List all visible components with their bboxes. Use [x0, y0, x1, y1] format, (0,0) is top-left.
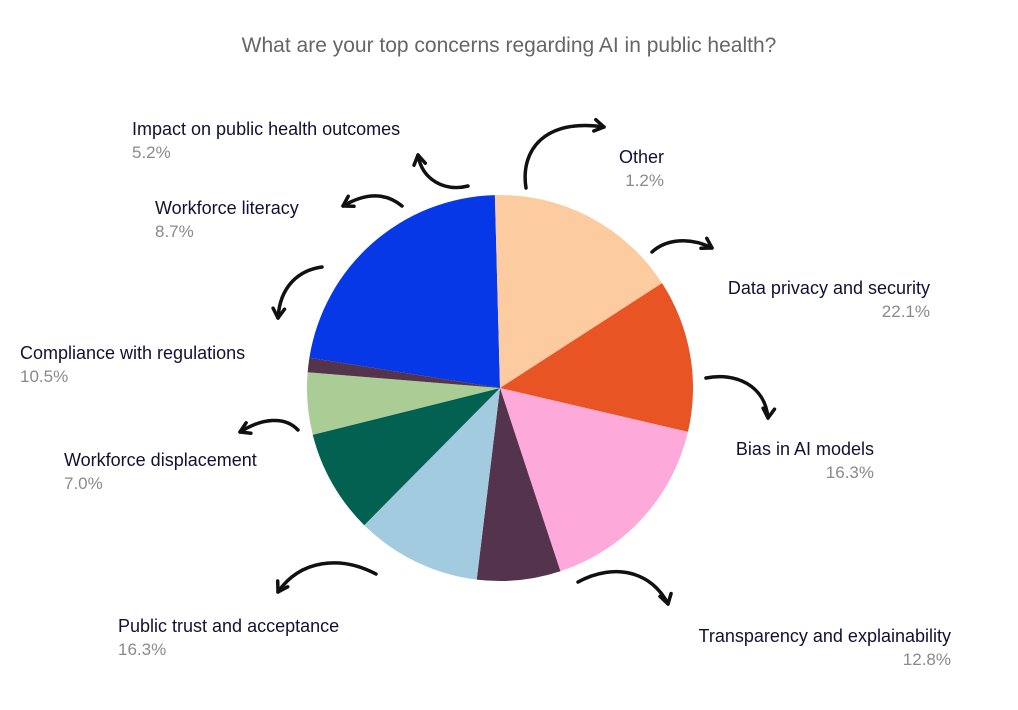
pie-slice-bias — [494, 195, 663, 388]
slice-label-name: Workforce literacy — [155, 198, 299, 218]
curved-arrow-icon — [704, 374, 770, 420]
curved-arrow-icon — [276, 561, 378, 594]
arrowhead-icon — [658, 591, 673, 606]
slice-label-name: Compliance with regulations — [20, 343, 246, 363]
slice-label-value: 5.2% — [132, 143, 171, 162]
curved-arrow-icon — [523, 123, 606, 190]
pie-slice-workforce-literacy — [312, 388, 500, 526]
slice-label-name: Public trust and acceptance — [118, 616, 340, 636]
arrowhead-icon — [412, 153, 428, 167]
slice-label-name: Bias in AI models — [735, 439, 874, 459]
slice-label-name: Other — [618, 147, 664, 167]
arrowhead-icon — [271, 306, 287, 320]
curved-arrow-icon — [416, 153, 470, 190]
slice-label-value: 1.2% — [625, 171, 664, 190]
slice-label-value: 12.8% — [902, 650, 951, 669]
slice-label-value: 16.3% — [825, 463, 874, 482]
slice-label-value: 10.5% — [20, 367, 69, 386]
arrowhead-icon — [341, 194, 356, 209]
pie-slice-compliance — [364, 388, 500, 580]
pie-slice-public-trust — [500, 388, 688, 572]
pie-slice-workforce-displacement — [476, 388, 561, 582]
chart-title: What are your top concerns regarding AI … — [241, 34, 777, 57]
curved-arrow-icon — [576, 569, 670, 606]
pie-slice-other — [307, 357, 500, 388]
slice-label-public-trust: Public trust and acceptance 16.3% — [118, 614, 339, 662]
pie-slice-impact — [306, 372, 500, 435]
slice-label-name: Transparency and explainability — [698, 626, 951, 646]
slice-label-value: 8.7% — [155, 222, 194, 241]
arrowhead-icon — [275, 579, 290, 594]
slice-label-value: 22.1% — [881, 302, 930, 321]
slice-label-value: 16.3% — [118, 640, 167, 659]
arrowhead-icon — [592, 117, 606, 133]
slice-label-data-privacy: Data privacy and security 22.1% — [728, 276, 930, 324]
arrowhead-icon — [699, 236, 714, 251]
slice-label-compliance: Compliance with regulations 10.5% — [20, 341, 245, 389]
arrowhead-icon — [761, 406, 777, 420]
arrowhead-icon — [238, 421, 253, 435]
curved-arrow-icon — [650, 239, 714, 254]
slice-label-value: 7.0% — [64, 474, 103, 493]
slice-label-transparency: Transparency and explainability 12.8% — [699, 624, 951, 672]
slice-label-name: Workforce displacement — [64, 450, 257, 470]
curved-arrow-icon — [276, 265, 324, 320]
slice-label-name: Impact on public health outcomes — [132, 119, 401, 139]
curved-arrow-icon — [341, 194, 404, 208]
slice-label-name: Data privacy and security — [727, 278, 930, 298]
slice-label-workforce-displacement: Workforce displacement 7.0% — [64, 448, 257, 496]
slice-label-workforce-literacy: Workforce literacy 8.7% — [155, 196, 299, 244]
pie-slice-data-privacy — [309, 195, 500, 388]
pie-slice-transparency — [500, 283, 694, 432]
curved-arrow-icon — [238, 418, 300, 434]
slice-label-other: Other 1.2% — [619, 145, 664, 193]
slice-label-bias: Bias in AI models 16.3% — [736, 437, 874, 485]
slice-label-impact: Impact on public health outcomes 5.2% — [132, 117, 400, 165]
